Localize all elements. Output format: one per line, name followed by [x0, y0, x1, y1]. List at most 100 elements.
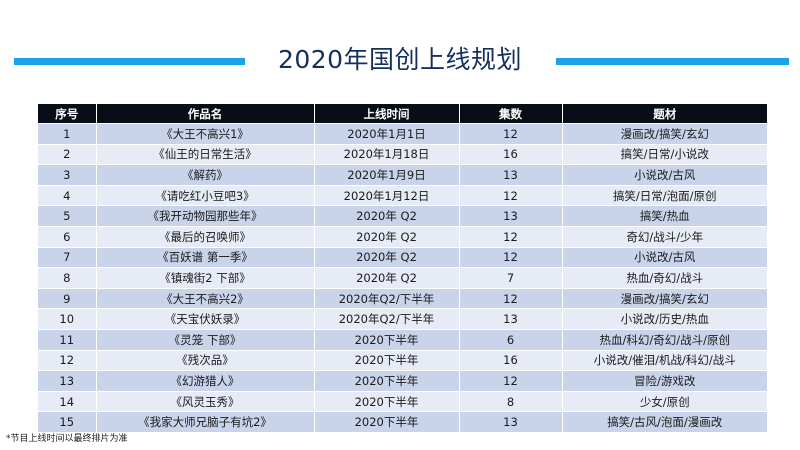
table-row: 10 《天宝伏妖录》 2020年Q2/下半年 13 小说改/历史/热血 — [38, 308, 767, 330]
table-row: 11 《灵笼 下部》 2020下半年 6 热血/科幻/奇幻/战斗/原创 — [38, 328, 767, 351]
cell-release-time: 2020年Q2/下半年 — [313, 308, 459, 330]
cell-release-time: 2020年1月18日 — [313, 143, 459, 165]
cell-episodes: 12 — [458, 287, 562, 309]
cell-episodes: 12 — [458, 184, 562, 206]
cell-genre: 搞笑/热血 — [561, 205, 767, 227]
cell-genre: 少女/原创 — [561, 390, 767, 412]
cell-genre: 小说改/催泪/机战/科幻/战斗 — [561, 349, 767, 371]
cell-genre: 小说改/历史/热血 — [561, 308, 767, 330]
cell-release-time: 2020下半年 — [313, 390, 459, 412]
cell-release-time: 2020年 Q2 — [313, 225, 459, 248]
cell-release-time: 2020下半年 — [313, 328, 459, 351]
cell-index: 3 — [38, 164, 96, 186]
title-rule-right — [556, 58, 789, 65]
table-row: 1 《大王不高兴1》 2020年1月1日 12 漫画改/搞笑/玄幻 — [38, 123, 767, 145]
table-row: 7 《百妖谱 第一季》 2020年 Q2 12 小说改/古风 — [38, 246, 767, 268]
cell-episodes: 12 — [458, 225, 562, 248]
cell-title: 《灵笼 下部》 — [95, 328, 314, 351]
cell-title: 《我家大师兄脑子有坑2》 — [95, 411, 314, 432]
table-row: 8 《镇魂街2 下部》 2020年 Q2 7 热血/奇幻/战斗 — [38, 267, 767, 289]
cell-title: 《天宝伏妖录》 — [95, 308, 314, 330]
header-episodes: 集数 — [458, 104, 562, 124]
cell-title: 《解药》 — [95, 164, 314, 186]
cell-index: 15 — [38, 411, 96, 432]
cell-release-time: 2020下半年 — [313, 411, 459, 432]
header-release-time: 上线时间 — [313, 104, 459, 124]
table-body: 1 《大王不高兴1》 2020年1月1日 12 漫画改/搞笑/玄幻 2 《仙王的日常生活》 2… — [38, 123, 767, 432]
cell-episodes: 13 — [458, 411, 562, 432]
table-row: 5 《我开动物园那些年》 2020年 Q2 13 搞笑/热血 — [38, 205, 767, 227]
cell-genre: 冒险/游戏改 — [561, 370, 767, 392]
table-row: 6 《最后的召唤师》 2020年 Q2 12 奇幻/战斗/少年 — [38, 225, 767, 248]
cell-episodes: 7 — [458, 267, 562, 289]
cell-title: 《大王不高兴1》 — [95, 123, 314, 145]
cell-genre: 热血/奇幻/战斗 — [561, 267, 767, 289]
cell-title: 《残次品》 — [95, 349, 314, 371]
cell-index: 12 — [38, 349, 96, 371]
title-rule-left — [14, 58, 245, 65]
footnote: *节目上线时间以最终排片为准 — [6, 434, 128, 444]
cell-episodes: 13 — [458, 308, 562, 330]
header-index: 序号 — [38, 104, 96, 124]
cell-release-time: 2020年 Q2 — [313, 246, 459, 268]
cell-release-time: 2020年1月9日 — [313, 164, 459, 186]
cell-index: 13 — [38, 370, 96, 392]
cell-genre: 奇幻/战斗/少年 — [561, 225, 767, 248]
table-row: 4 《请吃红小豆吧3》 2020年1月12日 12 搞笑/日常/泡面/原创 — [38, 184, 767, 206]
header-title: 作品名 — [95, 104, 314, 124]
cell-title: 《百妖谱 第一季》 — [95, 246, 314, 268]
cell-genre: 搞笑/日常/小说改 — [561, 143, 767, 165]
cell-index: 8 — [38, 267, 96, 289]
table-row: 15 《我家大师兄脑子有坑2》 2020下半年 13 搞笑/古风/泡面/漫画改 — [38, 411, 767, 432]
table-row: 2 《仙王的日常生活》 2020年1月18日 16 搞笑/日常/小说改 — [38, 143, 767, 165]
cell-episodes: 16 — [458, 143, 562, 165]
cell-genre: 漫画改/搞笑/玄幻 — [561, 287, 767, 309]
table-row: 14 《风灵玉秀》 2020下半年 8 少女/原创 — [38, 390, 767, 412]
cell-episodes: 12 — [458, 370, 562, 392]
cell-episodes: 6 — [458, 328, 562, 351]
cell-index: 7 — [38, 246, 96, 268]
cell-genre: 搞笑/古风/泡面/漫画改 — [561, 411, 767, 432]
cell-title: 《最后的召唤师》 — [95, 225, 314, 248]
cell-release-time: 2020年 Q2 — [313, 205, 459, 227]
cell-genre: 漫画改/搞笑/玄幻 — [561, 123, 767, 145]
cell-release-time: 2020下半年 — [313, 349, 459, 371]
cell-genre: 搞笑/日常/泡面/原创 — [561, 184, 767, 206]
cell-index: 4 — [38, 184, 96, 206]
cell-genre: 热血/科幻/奇幻/战斗/原创 — [561, 328, 767, 351]
cell-index: 1 — [38, 123, 96, 145]
cell-title: 《风灵玉秀》 — [95, 390, 314, 412]
cell-index: 2 — [38, 143, 96, 165]
table-row: 3 《解药》 2020年1月9日 13 小说改/古风 — [38, 164, 767, 186]
cell-release-time: 2020年Q2/下半年 — [313, 287, 459, 309]
cell-title: 《请吃红小豆吧3》 — [95, 184, 314, 206]
cell-release-time: 2020年1月1日 — [313, 123, 459, 145]
cell-index: 14 — [38, 390, 96, 412]
cell-episodes: 16 — [458, 349, 562, 371]
cell-index: 10 — [38, 308, 96, 330]
cell-index: 11 — [38, 328, 96, 351]
cell-title: 《幻游猎人》 — [95, 370, 314, 392]
page-title: 2020年国创上线规划 — [277, 45, 523, 74]
cell-episodes: 13 — [458, 205, 562, 227]
cell-genre: 小说改/古风 — [561, 164, 767, 186]
title-bar: 2020年国创上线规划 — [0, 38, 800, 78]
cell-release-time: 2020年 Q2 — [313, 267, 459, 289]
release-plan-table: 序号 作品名 上线时间 集数 题材 1 《大王不高兴1》 2020年1月1日 12 漫画… — [38, 104, 767, 432]
table-header-row: 序号 作品名 上线时间 集数 题材 — [38, 104, 767, 124]
cell-title: 《我开动物园那些年》 — [95, 205, 314, 227]
header-genre: 题材 — [561, 104, 767, 124]
table-row: 12 《残次品》 2020下半年 16 小说改/催泪/机战/科幻/战斗 — [38, 349, 767, 371]
table-row: 13 《幻游猎人》 2020下半年 12 冒险/游戏改 — [38, 370, 767, 392]
cell-episodes: 8 — [458, 390, 562, 412]
cell-genre: 小说改/古风 — [561, 246, 767, 268]
cell-index: 5 — [38, 205, 96, 227]
cell-index: 6 — [38, 225, 96, 248]
cell-title: 《仙王的日常生活》 — [95, 143, 314, 165]
cell-index: 9 — [38, 287, 96, 309]
cell-title: 《镇魂街2 下部》 — [95, 267, 314, 289]
cell-release-time: 2020下半年 — [313, 370, 459, 392]
cell-episodes: 13 — [458, 164, 562, 186]
cell-episodes: 12 — [458, 123, 562, 145]
cell-release-time: 2020年1月12日 — [313, 184, 459, 206]
